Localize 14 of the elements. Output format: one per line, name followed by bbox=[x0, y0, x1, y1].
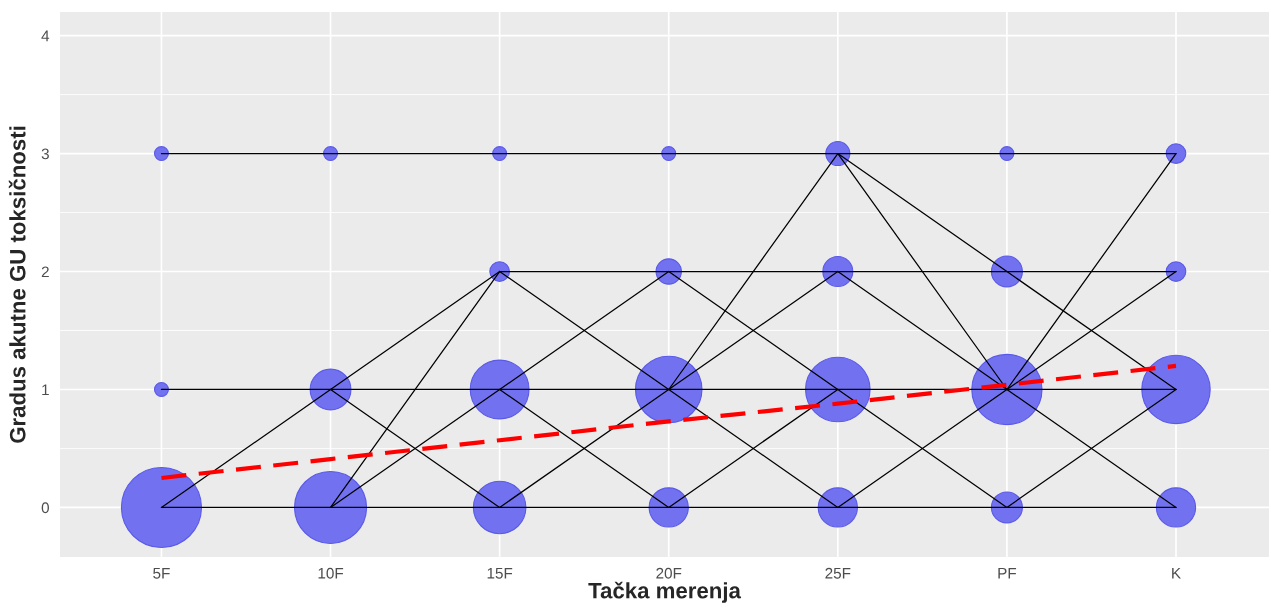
x-tick-label: 5F bbox=[153, 567, 170, 579]
x-tick-label: 15F bbox=[487, 567, 513, 579]
y-tick-label: 1 bbox=[42, 384, 49, 396]
x-tick-label: 25F bbox=[825, 567, 851, 579]
y-tick-label: 2 bbox=[41, 266, 49, 278]
x-tick-label: 10F bbox=[318, 567, 344, 579]
y-tick-label: 4 bbox=[41, 30, 50, 42]
x-tick-label: 20F bbox=[656, 567, 682, 579]
x-tick-label: PF bbox=[998, 567, 1017, 579]
x-tick-label: K bbox=[1172, 567, 1181, 579]
y-axis-title: Gradus akutne GU toksičnosti bbox=[8, 126, 26, 443]
y-tick-label: 3 bbox=[41, 148, 49, 160]
x-axis-title: Tačka merenja bbox=[588, 581, 742, 603]
y-tick-label: 0 bbox=[41, 502, 49, 514]
